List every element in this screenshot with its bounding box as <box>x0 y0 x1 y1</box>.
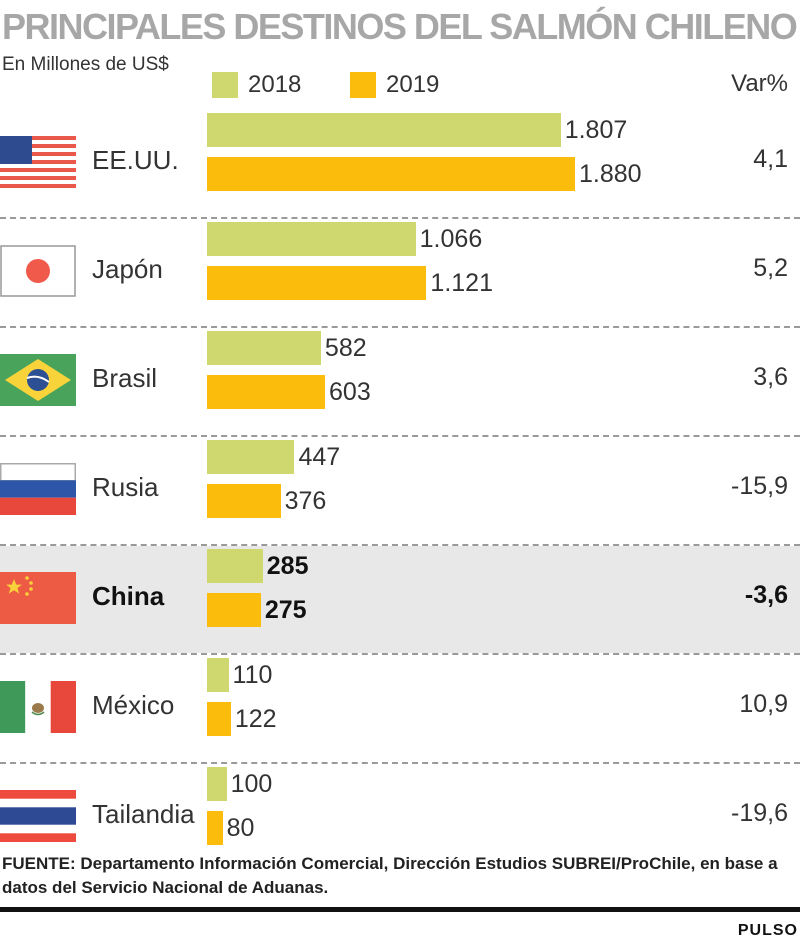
value-label-2019: 376 <box>284 487 327 515</box>
bottom-rule <box>0 907 800 912</box>
bar-2019 <box>207 811 223 845</box>
bar-2019 <box>207 593 261 627</box>
legend-item-2018: 2018 <box>212 70 301 100</box>
row-jap-n: Japón 1.066 1.121 5,2 <box>0 219 800 326</box>
brand-logo: PULSO <box>737 922 798 939</box>
row-brasil: Brasil 582 603 3,6 <box>0 328 800 435</box>
country-label: EE.UU. <box>92 145 179 175</box>
bar-2018 <box>207 222 416 256</box>
variation-value: 4,1 <box>753 145 788 173</box>
bar-2019 <box>207 484 281 518</box>
bar-2019 <box>207 375 326 409</box>
country-label: México <box>92 690 175 720</box>
bar-2018 <box>207 113 561 147</box>
value-label-2019: 275 <box>264 596 307 624</box>
row-tailandia: Tailandia 100 80 -19,6 <box>0 764 800 871</box>
thailand-flag-icon <box>0 790 76 842</box>
value-label-2018: 582 <box>324 334 367 362</box>
row-ee-uu: EE.UU. 1.807 1.880 4,1 <box>0 110 800 217</box>
bar-2018 <box>207 440 295 474</box>
brazil-flag-icon <box>0 354 76 406</box>
usa-flag-icon <box>0 136 76 188</box>
bar-2019 <box>207 266 427 300</box>
legend-swatch-2018 <box>212 72 238 98</box>
row-separator <box>0 217 800 219</box>
bar-2018 <box>207 549 263 583</box>
row-china: China 285 275 -3,6 <box>0 546 800 653</box>
variation-value: -15,9 <box>731 472 788 500</box>
bar-2019 <box>207 702 231 736</box>
country-label: Tailandia <box>92 799 195 829</box>
value-label-2018: 100 <box>230 770 273 798</box>
legend-item-2019: 2019 <box>350 70 439 100</box>
value-label-2019: 1.121 <box>430 269 493 297</box>
variation-header: Var% <box>731 70 788 97</box>
china-flag-icon <box>0 572 76 624</box>
country-label: Rusia <box>92 472 159 502</box>
country-label: China <box>92 581 165 611</box>
row-separator <box>0 544 800 546</box>
value-label-2019: 80 <box>226 814 255 842</box>
variation-value: 10,9 <box>739 690 788 718</box>
row-separator <box>0 762 800 764</box>
bar-2018 <box>207 767 227 801</box>
value-label-2019: 1.880 <box>579 160 642 188</box>
row-separator <box>0 326 800 328</box>
variation-value: -3,6 <box>744 581 788 609</box>
row-m-xico: México 110 122 10,9 <box>0 655 800 762</box>
value-label-2019: 122 <box>234 705 277 733</box>
chart-title: PRINCIPALES DESTINOS DEL SALMÓN CHILENO <box>2 6 798 47</box>
source-note: FUENTE: Departamento Información Comerci… <box>2 854 778 897</box>
value-label-2018: 1.066 <box>419 225 483 253</box>
legend-label-2019: 2019 <box>386 71 440 98</box>
legend-label-2018: 2018 <box>248 71 302 98</box>
russia-flag-icon <box>0 463 76 515</box>
value-label-2018: 110 <box>232 661 273 689</box>
value-label-2018: 1.807 <box>564 116 628 144</box>
country-label: Japón <box>92 254 163 284</box>
value-label-2019: 603 <box>329 378 371 406</box>
mexico-flag-icon <box>0 681 76 733</box>
value-label-2018: 285 <box>266 552 309 580</box>
row-separator <box>0 435 800 437</box>
row-rusia: Rusia 447 376 -15,9 <box>0 437 800 544</box>
value-label-2018: 447 <box>298 443 341 471</box>
japan-flag-icon <box>0 245 76 297</box>
variation-value: 3,6 <box>753 363 788 391</box>
variation-value: -19,6 <box>731 799 788 827</box>
chart-subtitle: En Millones de US$ <box>2 54 169 75</box>
bar-2019 <box>207 157 575 191</box>
variation-value: 5,2 <box>753 254 788 282</box>
legend-swatch-2019 <box>350 72 376 98</box>
bar-2018 <box>207 658 229 692</box>
bar-2018 <box>207 331 321 365</box>
country-label: Brasil <box>92 363 158 393</box>
row-separator <box>0 653 800 655</box>
